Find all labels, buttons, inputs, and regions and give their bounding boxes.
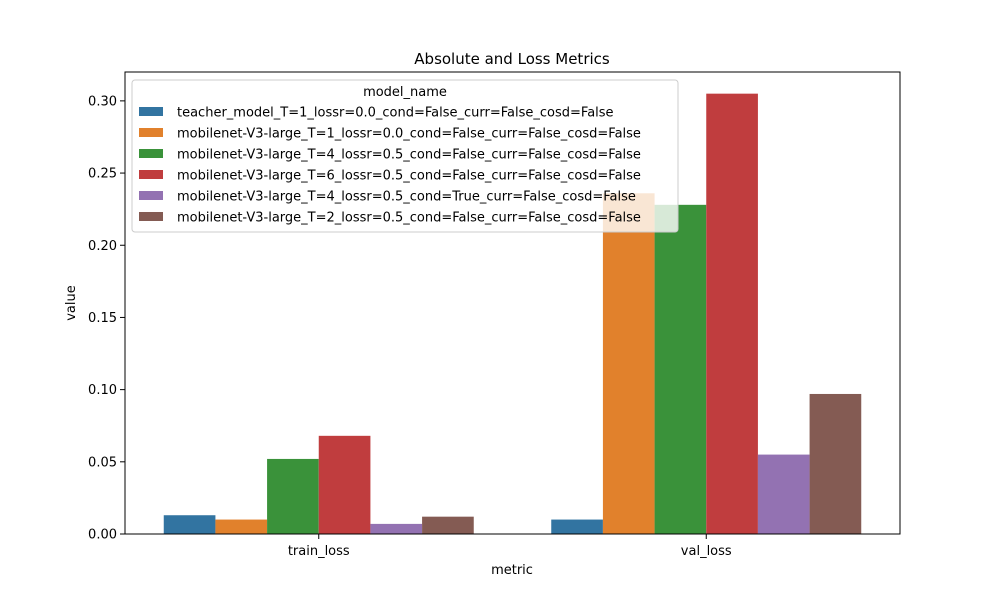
bar-val_loss-series-4 bbox=[706, 93, 758, 534]
legend-entry-label: mobilenet-V3-large_T=4_lossr=0.5_cond=Tr… bbox=[177, 190, 636, 205]
legend-entry-label: mobilenet-V3-large_T=4_lossr=0.5_cond=Fa… bbox=[177, 148, 641, 163]
bar-train_loss-series-6 bbox=[422, 516, 474, 534]
y-tick-label: 0.15 bbox=[88, 311, 117, 326]
legend-swatch bbox=[139, 149, 163, 158]
legend-entry-label: mobilenet-V3-large_T=2_lossr=0.5_cond=Fa… bbox=[177, 211, 641, 226]
y-tick-label: 0.00 bbox=[88, 528, 117, 543]
x-tick-label: val_loss bbox=[681, 544, 732, 559]
legend-swatch bbox=[139, 170, 163, 179]
bar-train_loss-series-1 bbox=[163, 515, 216, 534]
legend-entry-label: mobilenet-V3-large_T=6_lossr=0.5_cond=Fa… bbox=[177, 169, 641, 184]
bar-train_loss-series-4 bbox=[318, 435, 371, 534]
bars-group bbox=[163, 93, 862, 534]
y-tick-label: 0.10 bbox=[88, 383, 117, 398]
legend-swatch bbox=[139, 107, 163, 116]
bar-train_loss-series-2 bbox=[215, 519, 268, 534]
legend-title: model_name bbox=[363, 85, 447, 100]
x-tick-label: train_loss bbox=[288, 544, 350, 559]
y-tick-label: 0.20 bbox=[88, 239, 117, 254]
plot-frame bbox=[124, 71, 901, 535]
legend-swatch bbox=[139, 128, 163, 137]
bar-val_loss-series-2 bbox=[602, 193, 655, 534]
bar-val_loss-series-1 bbox=[551, 519, 603, 534]
y-axis-label: value bbox=[64, 285, 79, 321]
x-axis: train_loss val_loss bbox=[288, 534, 732, 559]
legend-swatch bbox=[139, 191, 163, 200]
legend-entry-label: mobilenet-V3-large_T=1_lossr=0.0_cond=Fa… bbox=[177, 127, 641, 142]
bar-train_loss-series-5 bbox=[370, 523, 423, 534]
bar-train_loss-series-3 bbox=[267, 458, 319, 534]
legend-entry-label: teacher_model_T=1_lossr=0.0_cond=False_c… bbox=[177, 106, 614, 121]
y-axis: 0.00 0.05 0.10 0.15 0.20 0.25 0.30 bbox=[88, 94, 125, 543]
legend-swatch bbox=[139, 212, 163, 221]
chart-title: Absolute and Loss Metrics bbox=[414, 50, 610, 68]
bar-val_loss-series-6 bbox=[809, 393, 862, 534]
y-tick-label: 0.05 bbox=[88, 455, 117, 470]
legend-items: teacher_model_T=1_lossr=0.0_cond=False_c… bbox=[139, 106, 641, 226]
bar-val_loss-series-5 bbox=[757, 454, 810, 534]
y-tick-label: 0.25 bbox=[88, 167, 117, 182]
legend: model_name teacher_model_T=1_lossr=0.0_c… bbox=[131, 79, 679, 233]
y-tick-label: 0.30 bbox=[88, 94, 117, 109]
bar-val_loss-series-3 bbox=[654, 204, 707, 534]
x-axis-label: metric bbox=[491, 563, 533, 578]
legend-box bbox=[131, 79, 679, 233]
